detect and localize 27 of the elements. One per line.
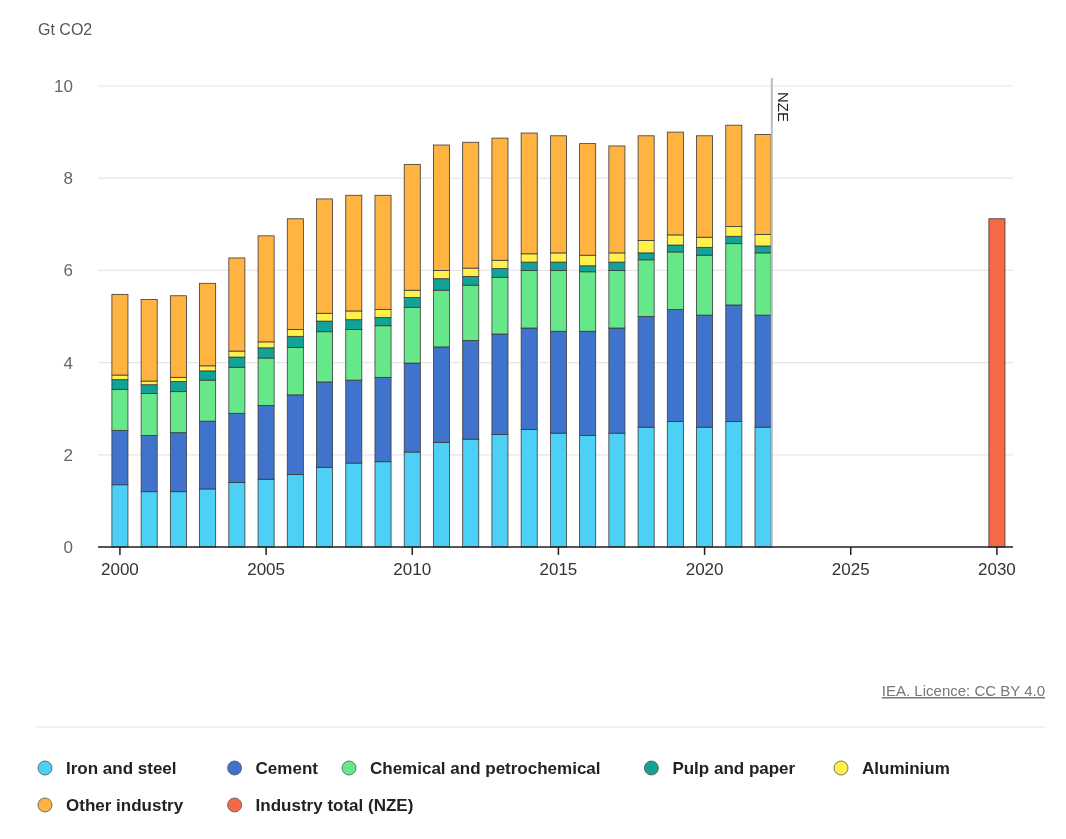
y-tick-label: 0 xyxy=(63,537,73,557)
bar xyxy=(140,299,158,382)
legend-label: Aluminium xyxy=(862,759,950,778)
x-tick-label: 2005 xyxy=(247,560,286,579)
ref-line-label: NZE xyxy=(774,92,792,122)
legend-label: Chemical and petrochemical xyxy=(370,759,601,778)
y-tick-label: 10 xyxy=(54,76,73,96)
y-tick-label: 2 xyxy=(63,445,73,465)
text: IEA. Licence: CC BY 4.0 xyxy=(881,682,1045,699)
x-tick-label: 2030 xyxy=(978,560,1016,579)
x-tick-label: 2025 xyxy=(831,560,870,579)
legend-label: Pulp and paper xyxy=(672,759,796,778)
legend-label: Other industry xyxy=(66,796,184,815)
x-tick-label: 2010 xyxy=(393,560,432,579)
legend-label: Iron and steel xyxy=(66,759,177,778)
x-tick-label: 2000 xyxy=(101,560,139,579)
legend-label: Industry total (NZE) xyxy=(255,796,414,815)
legend-label: Cement xyxy=(255,759,319,778)
bar xyxy=(169,295,187,378)
x-tick-label: 2020 xyxy=(685,560,724,579)
x-tick-label: 2015 xyxy=(539,560,578,579)
bar xyxy=(988,218,1006,548)
y-tick-label: 6 xyxy=(63,261,73,281)
y-tick-label: 4 xyxy=(63,353,73,373)
bar xyxy=(111,293,129,376)
y-tick-label: 8 xyxy=(63,169,73,189)
y-axis-title: Gt CO2 xyxy=(38,21,93,38)
